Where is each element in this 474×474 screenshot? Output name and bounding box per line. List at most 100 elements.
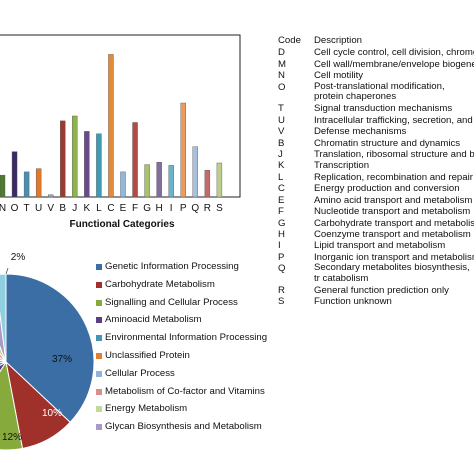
description-cell: Post-translational modification, protein… — [314, 81, 445, 103]
bar-v — [48, 194, 54, 198]
x-tick-label: U — [35, 203, 42, 214]
x-tick-label: K — [84, 203, 91, 214]
legend-label: Carbohydrate Metabolism — [105, 278, 215, 290]
description-cell: Transcription — [314, 160, 370, 172]
code-row-k: K Transcription — [278, 160, 474, 171]
legend-item: Unclassified Protein — [96, 349, 276, 362]
code-cell: K — [278, 160, 285, 172]
bar-f — [132, 122, 138, 198]
legend-swatch — [96, 335, 102, 342]
legend-label: Glycan Biosynthesis and Metabolism — [105, 421, 262, 433]
x-axis-label: Functional Categories — [69, 219, 175, 230]
pie-legend: Genetic Information Processing Carbohydra… — [96, 261, 276, 440]
bar-q — [192, 146, 199, 198]
code-row-g: G Carbohydrate transport and metabolism — [278, 218, 474, 229]
x-tick-label: I — [170, 203, 173, 214]
bar-t — [23, 171, 30, 198]
description-cell: Secondary metabolites biosynthesis, tr c… — [314, 263, 470, 284]
code-cell: R — [278, 284, 285, 296]
x-tick-label: H — [156, 203, 163, 214]
legend-label: Signalling and Cellular Process — [105, 296, 238, 308]
bar-i — [168, 165, 174, 198]
description-cell: Carbohydrate transport and metabolism — [314, 217, 474, 229]
x-tick-label: T — [24, 203, 30, 214]
plot-frame — [0, 34, 241, 198]
code-row-s: S Function unknown — [278, 296, 474, 307]
legend-item: Aminoacid Metabolism — [96, 315, 276, 326]
x-tick-label: F — [132, 203, 138, 214]
legend-swatch — [96, 406, 102, 413]
code-header: Code — [278, 35, 301, 46]
code-cell: P — [278, 251, 285, 263]
pie-chart: 37% 10% 12% 2% — [0, 252, 95, 451]
pie-slice — [0, 361, 7, 366]
legend-item: Cellular Process — [96, 367, 276, 380]
code-cell: M — [278, 58, 286, 70]
legend-swatch — [96, 317, 102, 324]
code-table-header: Code Description — [278, 35, 474, 46]
code-row-f: F Nucleotide transport and metabolism — [278, 206, 474, 217]
bar-o — [11, 151, 18, 198]
x-tick-label: L — [96, 203, 102, 214]
bar-s — [216, 162, 223, 198]
code-row-q: Q Secondary metabolites biosynthesis, tr … — [278, 263, 474, 285]
description-cell: Translation, ribosomal structure and bi — [314, 149, 474, 161]
code-row-b: B Chromatin structure and dynamics — [278, 138, 474, 149]
description-cell: Coenzyme transport and metabolism — [314, 228, 471, 240]
bar-g — [144, 164, 150, 198]
legend-swatch — [96, 388, 102, 395]
code-cell: V — [278, 126, 285, 138]
pie-data-label: 37% — [52, 354, 72, 365]
legend-label: Environmental Information Processing — [105, 332, 268, 344]
bar-r — [204, 170, 211, 198]
pie-slice — [0, 360, 24, 451]
bar-n — [0, 174, 6, 198]
legend-label: Cellular Process — [105, 367, 175, 379]
code-row-o: O Post-translational modification, protei… — [278, 82, 474, 104]
legend-label: Metabolism of Co-factor and Vitamins — [105, 385, 265, 397]
pie-slice — [0, 273, 7, 363]
legend-label: Energy Metabolism — [105, 403, 188, 415]
code-row-h: H Coenzyme transport and metabolism — [278, 229, 474, 240]
legend-label: Genetic Information Processing — [105, 261, 239, 272]
description-cell: Cell cycle control, cell division, chrom… — [314, 47, 474, 59]
legend-label: Unclassified Protein — [105, 349, 190, 361]
x-tick-label: B — [59, 203, 66, 214]
code-row-e: E Amino acid transport and metabolism — [278, 195, 474, 206]
code-row-r: R General function prediction only — [278, 285, 474, 296]
code-cell: C — [278, 183, 285, 195]
x-tick-label: O — [11, 203, 19, 214]
description-cell: General function prediction only — [314, 284, 449, 296]
pie-slice — [0, 361, 7, 373]
x-tick-label: N — [0, 203, 6, 214]
x-tick-label: V — [47, 203, 54, 214]
code-row-v: V Defense mechanisms — [278, 126, 474, 137]
bar-j — [72, 115, 78, 198]
description-cell: Signal transduction mechanisms — [314, 103, 453, 115]
pie-data-label: 12% — [2, 432, 22, 443]
legend-item: Environmental Information Processing — [96, 332, 276, 344]
legend-item: Signalling and Cellular Process — [96, 296, 276, 309]
description-header: Description — [314, 35, 362, 46]
code-row-i: I Lipid transport and metabolism — [278, 240, 474, 251]
description-cell: Inorganic ion transport and metabolism — [314, 251, 474, 263]
pie-slice — [5, 273, 95, 423]
description-cell: Cell motility — [314, 70, 364, 82]
bar-b — [60, 120, 66, 198]
code-row-j: J Translation, ribosomal structure and bi — [278, 149, 474, 160]
code-cell: E — [278, 194, 285, 206]
legend-label: Aminoacid Metabolism — [105, 314, 202, 326]
bar-l — [96, 133, 102, 198]
x-tick-label: J — [72, 203, 77, 214]
code-row-d: D Cell cycle control, cell division, chro… — [278, 47, 474, 58]
legend-swatch — [96, 370, 102, 377]
code-row-c: C Energy production and conversion — [278, 183, 474, 194]
x-tick-label: P — [180, 203, 187, 214]
description-cell: Energy production and conversion — [314, 183, 460, 195]
legend-item: Genetic Information Processing — [96, 261, 276, 273]
code-row-m: M Cell wall/membrane/envelope biogene — [278, 59, 474, 70]
bar-k — [84, 131, 90, 198]
bar-c — [108, 54, 114, 198]
description-cell: Cell wall/membrane/envelope biogene — [314, 58, 474, 70]
